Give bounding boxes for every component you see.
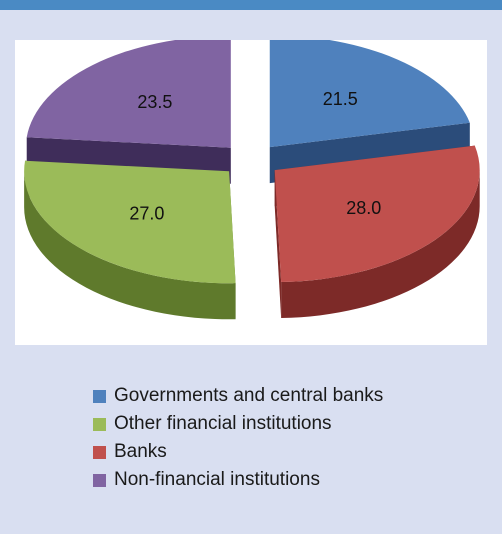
pie-wall-other-financial-institutions: [24, 171, 236, 320]
legend-swatch: [93, 473, 106, 487]
legend-label: Other financial institutions: [114, 413, 332, 434]
legend-label: Governments and central banks: [114, 385, 384, 406]
legend-swatch: [93, 417, 106, 431]
pie-slice-banks: [274, 145, 480, 283]
legend-item-governments: Governments and central banks: [93, 382, 383, 410]
legend-item-non-financial: Non-financial institutions: [93, 466, 383, 494]
pie-edge-banks-1: [274, 170, 282, 319]
legend: Governments and central banks Other fina…: [93, 382, 383, 494]
legend-label: Banks: [114, 441, 167, 462]
legend-swatch: [93, 389, 106, 403]
pie-slice-governments-and-central-banks: [269, 40, 470, 148]
legend-item-other-financial: Other financial institutions: [93, 410, 383, 438]
pie-label-governments-and-central-banks: 21.5: [323, 89, 358, 109]
legend-swatch: [93, 445, 106, 459]
pie-label-other-financial-institutions: 27.0: [129, 203, 164, 223]
pie-label-non-financial-institutions: 23.5: [137, 92, 172, 112]
pie-tops: [24, 40, 480, 284]
pie-slice-non-financial-institutions: [26, 40, 231, 148]
legend-item-banks: Banks: [93, 438, 383, 466]
pie-chart: 21.5 28.0 27.0 23.5: [24, 40, 480, 320]
pie-wall-banks: [281, 170, 480, 319]
legend-label: Non-financial institutions: [114, 469, 320, 490]
chart-panel: 21.5 28.0 27.0 23.5: [15, 40, 487, 345]
top-accent-bar: [0, 0, 502, 10]
pie-label-banks: 28.0: [346, 198, 381, 218]
pie-slice-other-financial-institutions: [24, 160, 236, 284]
pie-labels: 21.5 28.0 27.0 23.5: [129, 89, 381, 223]
